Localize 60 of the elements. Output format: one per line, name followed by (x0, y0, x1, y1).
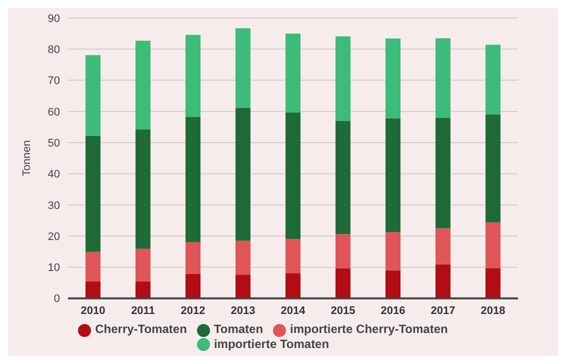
bar (186, 117, 200, 242)
bar (86, 281, 100, 298)
bar (386, 38, 400, 118)
bar (336, 234, 350, 268)
y-tick-label: 50 (48, 138, 60, 150)
bar (86, 252, 100, 282)
bar (186, 34, 200, 118)
bar (186, 274, 200, 298)
x-tick-label: 2010 (80, 305, 106, 318)
y-tick-label: 60 (48, 106, 60, 118)
bar (286, 239, 300, 274)
x-tick-label: 2014 (280, 305, 306, 318)
bar (136, 281, 150, 298)
bar (486, 222, 500, 268)
bar (436, 38, 450, 118)
bar (436, 264, 450, 298)
bar (486, 268, 500, 298)
bar (186, 242, 200, 274)
bar (286, 112, 300, 240)
x-tick-label: 2012 (180, 305, 206, 318)
x-tick-label: 2017 (430, 305, 456, 318)
y-tick-label: 20 (48, 230, 60, 243)
bar (236, 240, 250, 275)
bar (86, 136, 100, 252)
bar (336, 268, 350, 298)
bar (86, 55, 100, 136)
y-tick-label: 0 (54, 293, 60, 306)
bar (386, 232, 400, 270)
y-axis-title: Tonnen (20, 140, 33, 176)
bar (136, 248, 150, 282)
bar (336, 36, 350, 121)
bar (486, 114, 500, 222)
bar (136, 129, 150, 249)
bar (436, 228, 450, 264)
x-tick-label: 2018 (480, 305, 506, 318)
bar (236, 108, 250, 241)
bar (436, 118, 450, 228)
y-tick-label: 70 (48, 75, 60, 88)
bar (386, 270, 400, 298)
x-tick-label: 2011 (131, 305, 155, 318)
bar (336, 120, 350, 234)
bar (136, 40, 150, 130)
bar (486, 44, 500, 114)
bar (286, 273, 300, 298)
bar (286, 34, 300, 112)
y-tick-label: 80 (48, 44, 60, 56)
y-tick-label: 10 (48, 262, 60, 274)
legend-label: importierte Tomaten (214, 336, 330, 351)
x-tick-label: 2015 (330, 305, 356, 318)
legend-label: Cherry-Tomaten (95, 322, 187, 336)
legend-label: importierte Cherry-Tomaten (290, 322, 448, 336)
bar (236, 28, 250, 108)
y-tick-label: 40 (48, 168, 60, 181)
legend-label: Tomaten (214, 322, 264, 336)
y-tick-label: 30 (48, 200, 60, 212)
bar (386, 118, 400, 232)
bar (236, 274, 250, 298)
x-tick-label: 2016 (380, 305, 406, 318)
x-tick-label: 2013 (230, 305, 256, 318)
y-tick-label: 90 (48, 12, 60, 25)
